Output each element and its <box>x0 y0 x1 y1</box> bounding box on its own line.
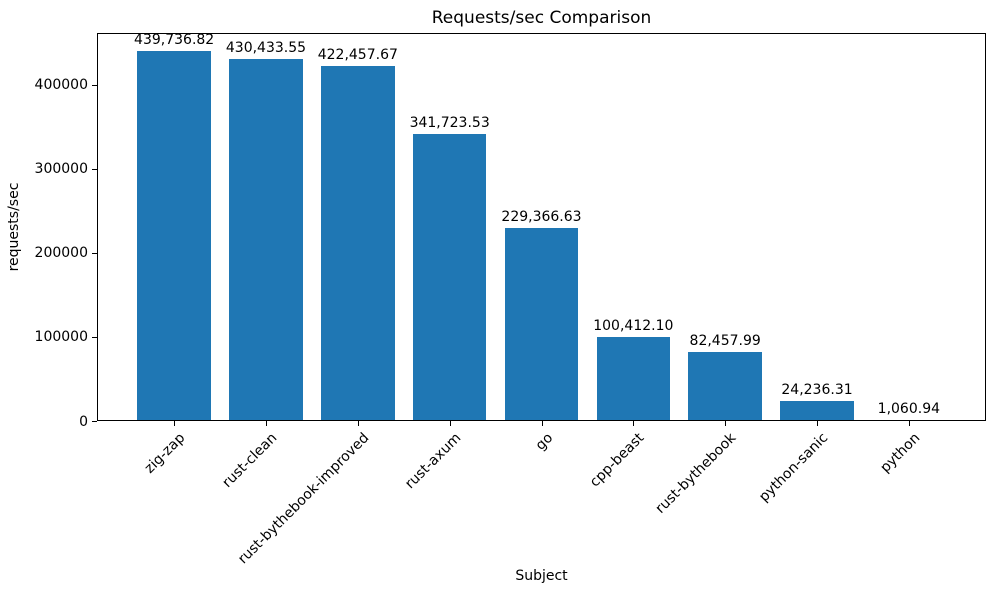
y-tick-label: 300000 <box>34 161 88 178</box>
bar-value-label: 439,736.82 <box>134 32 215 49</box>
y-tick-label: 400000 <box>34 77 88 94</box>
bar-rust-bythebook <box>688 351 762 421</box>
x-tick-mark <box>725 421 727 426</box>
bar-go <box>504 228 579 421</box>
y-tick-label: 0 <box>79 413 88 430</box>
bar-value-label: 82,457.99 <box>689 332 761 349</box>
bar-python-sanic <box>780 400 854 421</box>
y-tick-mark <box>92 421 97 422</box>
bar-cpp-beast <box>596 336 671 421</box>
y-tick-mark <box>92 252 97 254</box>
bar-rust-bythebook-improved <box>321 65 395 421</box>
x-tick-mark <box>908 421 910 426</box>
bar-value-label: 24,236.31 <box>781 381 853 398</box>
chart-title: Requests/sec Comparison <box>431 8 652 28</box>
y-tick-label: 100000 <box>34 329 88 346</box>
x-tick-mark <box>174 421 176 426</box>
bar-value-label: 1,060.94 <box>877 401 941 418</box>
bar-value-label: 430,433.55 <box>225 40 307 57</box>
x-tick-label: rust-bythebook <box>652 430 740 517</box>
x-tick-mark <box>817 421 819 426</box>
x-tick-mark <box>357 421 359 426</box>
y-tick-label: 200000 <box>34 245 88 262</box>
x-tick-label: rust-axum <box>401 430 464 493</box>
x-tick-label: cpp-beast <box>587 430 648 491</box>
x-tick-label: python <box>877 430 924 476</box>
bar-rust-axum <box>412 133 487 421</box>
x-tick-label: go <box>532 430 556 454</box>
y-tick-mark <box>92 84 97 86</box>
x-tick-label: zig-zap <box>141 430 189 477</box>
bar-value-label: 100,412.10 <box>593 317 674 334</box>
x-tick-mark <box>449 421 451 426</box>
y-tick-mark <box>92 168 97 170</box>
bar-rust-clean <box>229 59 303 421</box>
y-tick-mark <box>92 336 97 338</box>
x-tick-label: rust-clean <box>219 430 281 491</box>
x-tick-mark <box>541 421 543 426</box>
bar-value-label: 229,366.63 <box>501 209 582 226</box>
x-tick-mark <box>265 421 267 426</box>
y-axis-label: requests/sec <box>6 182 22 272</box>
x-axis-label: Subject <box>515 568 568 584</box>
bar-zig-zap <box>137 51 211 421</box>
bar-value-label: 422,457.67 <box>317 46 398 63</box>
x-tick-label: python-sanic <box>756 430 832 506</box>
x-tick-mark <box>633 421 635 426</box>
bar-value-label: 341,723.53 <box>409 114 490 131</box>
